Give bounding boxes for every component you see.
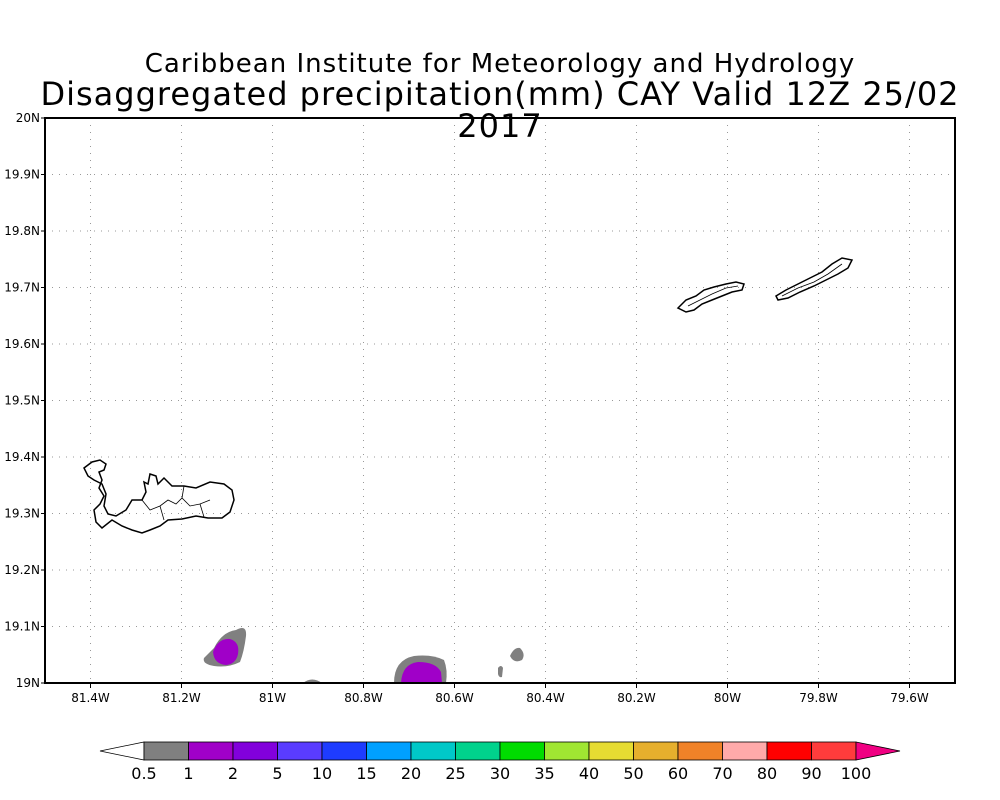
- x-tick-label: 80.6W: [435, 691, 474, 705]
- y-tick-label: 19.6N: [4, 337, 40, 351]
- colorbar-segment: [588, 741, 634, 761]
- colorbar-label: 70: [712, 764, 732, 783]
- colorbar-segment: [811, 741, 857, 761]
- colorbar-segment: [855, 741, 901, 761]
- colorbar-label: 60: [668, 764, 688, 783]
- colorbar-segment: [99, 741, 145, 761]
- x-tick-label: 80.2W: [617, 691, 656, 705]
- colorbar-label: 90: [801, 764, 821, 783]
- x-tick-label: 79.6W: [890, 691, 929, 705]
- colorbar-segment: [366, 741, 412, 761]
- map-gridlines: [45, 118, 955, 683]
- colorbar-label: 0.5: [131, 764, 156, 783]
- x-tick-label: 80.8W: [344, 691, 383, 705]
- colorbar-segment: [722, 741, 768, 761]
- colorbar-label: 5: [272, 764, 282, 783]
- precip-cell-0.5-1: [510, 647, 524, 662]
- x-tick-label: 81.4W: [71, 691, 110, 705]
- x-axis-ticks: 81.4W 81.2W 81W 80.8W 80.6W 80.4W 80.2W 80W 79.8…: [71, 683, 929, 705]
- title-institution: Caribbean Institute for Meteorology and …: [144, 49, 856, 79]
- y-tick-label: 19.7N: [4, 281, 40, 295]
- colorbar-label: 40: [579, 764, 599, 783]
- y-tick-label: 19.9N: [4, 168, 40, 182]
- x-tick-label: 80W: [714, 691, 741, 705]
- x-tick-label: 79.8W: [799, 691, 838, 705]
- colorbar-segment: [232, 741, 278, 761]
- y-tick-label: 19.8N: [4, 224, 40, 238]
- island-grand-cayman: [83, 459, 235, 534]
- colorbar-segment: [677, 741, 723, 761]
- colorbar-segment: [633, 741, 679, 761]
- colorbar-label: 100: [841, 764, 872, 783]
- colorbar-segment: [766, 741, 812, 761]
- colorbar-segment: [277, 741, 323, 761]
- y-tick-label: 19.4N: [4, 450, 40, 464]
- colorbar-label: 15: [356, 764, 376, 783]
- x-tick-label: 81W: [259, 691, 286, 705]
- colorbar-label: 10: [312, 764, 332, 783]
- island-little-cayman: [676, 281, 745, 313]
- title-product: Disaggregated precipitation(mm) CAY Vali…: [40, 75, 960, 145]
- colorbar-segment: [321, 741, 367, 761]
- y-tick-label: 19N: [16, 676, 40, 690]
- colorbar-segment: [410, 741, 456, 761]
- colorbar-label: 30: [490, 764, 510, 783]
- y-axis-ticks: 19N 19.1N 19.2N 19.3N 19.4N 19.5N 19.6N 19.7N 19…: [4, 111, 45, 690]
- precip-cell-1-2: [401, 662, 442, 683]
- y-tick-label: 19.2N: [4, 563, 40, 577]
- precip-cell-1-2: [213, 638, 239, 665]
- y-tick-label: 19.3N: [4, 507, 40, 521]
- x-tick-label: 81.2W: [162, 691, 201, 705]
- island-cayman-brac: [775, 257, 854, 301]
- y-tick-label: 19.5N: [4, 394, 40, 408]
- y-tick-label: 20N: [16, 111, 40, 125]
- colorbar: 0.5 1 2 5 10 15 20 25 30 35 40 50 60 70 80 90 100: [99, 741, 901, 783]
- precip-cell-0.5-1: [498, 666, 503, 678]
- colorbar-label: 50: [623, 764, 643, 783]
- y-tick-label: 19.1N: [4, 620, 40, 634]
- colorbar-label: 25: [445, 764, 465, 783]
- colorbar-label: 1: [183, 764, 193, 783]
- colorbar-label: 2: [228, 764, 238, 783]
- colorbar-segment: [143, 741, 189, 761]
- island-cayman-brac-inner: [781, 263, 843, 297]
- colorbar-label: 80: [757, 764, 777, 783]
- colorbar-label: 35: [534, 764, 554, 783]
- district-boundary: [141, 485, 211, 521]
- coastlines: [83, 257, 854, 534]
- colorbar-segment: [544, 741, 590, 761]
- island-little-cayman-inner: [687, 285, 739, 307]
- map-title-block: Caribbean Institute for Meteorology and …: [0, 50, 1000, 142]
- x-tick-label: 80.4W: [526, 691, 565, 705]
- colorbar-segment: [188, 741, 234, 761]
- colorbar-segment: [455, 741, 501, 761]
- colorbar-segment: [499, 741, 545, 761]
- colorbar-label: 20: [401, 764, 421, 783]
